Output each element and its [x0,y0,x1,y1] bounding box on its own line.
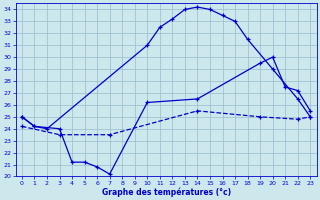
X-axis label: Graphe des températures (°c): Graphe des températures (°c) [101,187,231,197]
